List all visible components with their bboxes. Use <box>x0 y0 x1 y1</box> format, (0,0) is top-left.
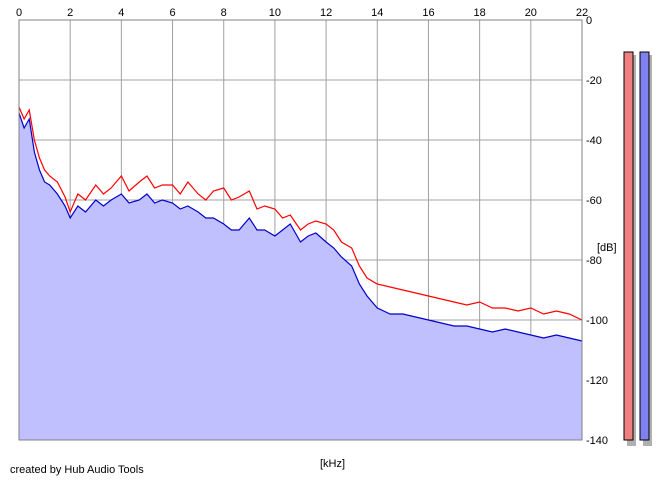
credit-text: created by Hub Audio Tools <box>10 464 144 476</box>
series-line-red <box>18 106 583 321</box>
x-tick-label: 0 <box>16 7 22 19</box>
y-tick-label: -60 <box>586 195 602 207</box>
x-tick-label: 12 <box>320 7 332 19</box>
spectrum-fill <box>19 113 582 440</box>
y-tick-label: -40 <box>586 135 602 147</box>
x-tick-label: 22 <box>576 7 588 19</box>
x-axis-label: [kHz] <box>320 458 345 470</box>
x-tick-labels-top: 0 2 4 6 8 10 12 14 16 18 20 22 <box>16 7 588 19</box>
spectrum-series <box>18 106 583 342</box>
x-tick-label: 16 <box>422 7 434 19</box>
level-meters <box>623 51 652 446</box>
x-tick-label: 4 <box>118 7 124 19</box>
y-axis-label: [dB] <box>597 242 617 254</box>
x-tick-label: 10 <box>269 7 281 19</box>
x-tick-label: 18 <box>474 7 486 19</box>
level-meter-right <box>639 51 650 441</box>
y-tick-label: -80 <box>586 255 602 267</box>
y-tick-label: -120 <box>586 375 608 387</box>
x-tick-label: 20 <box>525 7 537 19</box>
y-tick-label: -100 <box>586 315 608 327</box>
y-tick-labels-right: 0 -20 -40 -60 -80 -100 -120 -140 <box>586 15 608 447</box>
x-tick-label: 8 <box>221 7 227 19</box>
x-tick-label: 2 <box>67 7 73 19</box>
series-line-blue <box>18 112 583 342</box>
y-tick-label: -140 <box>586 435 608 447</box>
spectrum-area <box>19 113 582 440</box>
y-tick-label: -20 <box>586 75 602 87</box>
level-meter-left <box>623 51 634 441</box>
x-tick-label: 6 <box>169 7 175 19</box>
y-tick-label: 0 <box>586 15 592 27</box>
x-tick-label: 14 <box>371 7 383 19</box>
plot-border <box>18 19 583 441</box>
